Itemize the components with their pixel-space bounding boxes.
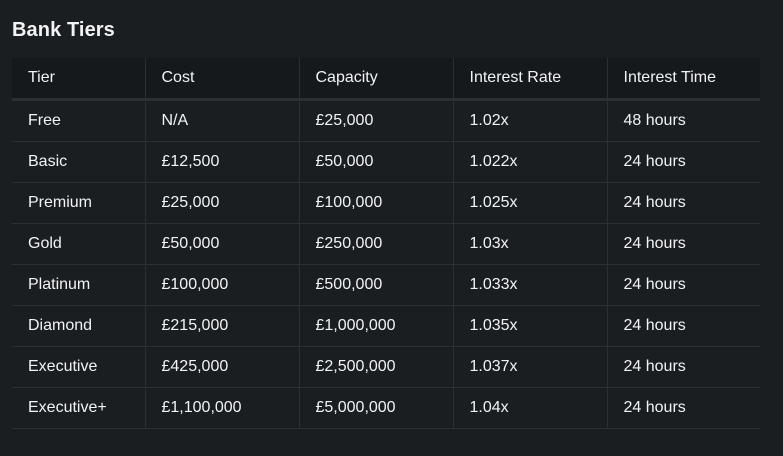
table-row: Platinum £100,000 £500,000 1.033x 24 hou…: [12, 264, 760, 306]
cell-interest-rate: 1.025x: [452, 182, 607, 224]
header-row: Tier Cost Capacity Interest Rate Interes…: [12, 58, 760, 101]
cell-interest-time: 24 hours: [606, 387, 760, 429]
header-interest-rate: Interest Rate: [452, 58, 607, 101]
cell-interest-time: 24 hours: [606, 346, 760, 388]
cell-interest-time: 24 hours: [606, 141, 760, 183]
cell-tier: Executive+: [12, 387, 145, 429]
header-capacity: Capacity: [298, 58, 453, 101]
cell-capacity: £100,000: [298, 182, 453, 224]
cell-interest-time: 24 hours: [606, 264, 760, 306]
cell-cost: N/A: [144, 99, 299, 142]
header-cost: Cost: [144, 58, 299, 101]
page-title: Bank Tiers: [12, 19, 115, 41]
cell-cost: £215,000: [144, 305, 299, 347]
cell-interest-rate: 1.02x: [452, 99, 607, 142]
table-row: Gold £50,000 £250,000 1.03x 24 hours: [12, 223, 760, 265]
table-row: Executive+ £1,100,000 £5,000,000 1.04x 2…: [12, 387, 760, 429]
cell-tier: Executive: [12, 346, 145, 388]
cell-interest-time: 24 hours: [606, 223, 760, 265]
cell-cost: £50,000: [144, 223, 299, 265]
cell-capacity: £1,000,000: [298, 305, 453, 347]
cell-tier: Gold: [12, 223, 145, 265]
cell-interest-rate: 1.022x: [452, 141, 607, 183]
table-row: Diamond £215,000 £1,000,000 1.035x 24 ho…: [12, 305, 760, 347]
cell-tier: Free: [12, 99, 145, 142]
cell-cost: £25,000: [144, 182, 299, 224]
cell-tier: Premium: [12, 182, 145, 224]
cell-tier: Platinum: [12, 264, 145, 306]
cell-interest-time: 48 hours: [606, 99, 760, 142]
cell-interest-rate: 1.035x: [452, 305, 607, 347]
cell-capacity: £250,000: [298, 223, 453, 265]
bank-tiers-table: Tier Cost Capacity Interest Rate Interes…: [12, 58, 760, 429]
cell-interest-rate: 1.03x: [452, 223, 607, 265]
cell-interest-time: 24 hours: [606, 305, 760, 347]
table-row: Premium £25,000 £100,000 1.025x 24 hours: [12, 182, 760, 224]
header-interest-time: Interest Time: [606, 58, 760, 101]
table-row: Free N/A £25,000 1.02x 48 hours: [12, 99, 760, 142]
table-row: Basic £12,500 £50,000 1.022x 24 hours: [12, 141, 760, 183]
cell-interest-rate: 1.033x: [452, 264, 607, 306]
cell-cost: £12,500: [144, 141, 299, 183]
cell-capacity: £5,000,000: [298, 387, 453, 429]
table-row: Executive £425,000 £2,500,000 1.037x 24 …: [12, 346, 760, 388]
table-body: Free N/A £25,000 1.02x 48 hours Basic £1…: [12, 99, 760, 429]
cell-cost: £425,000: [144, 346, 299, 388]
cell-interest-time: 24 hours: [606, 182, 760, 224]
cell-capacity: £50,000: [298, 141, 453, 183]
cell-cost: £100,000: [144, 264, 299, 306]
table-header: Tier Cost Capacity Interest Rate Interes…: [12, 58, 760, 101]
cell-tier: Diamond: [12, 305, 145, 347]
cell-tier: Basic: [12, 141, 145, 183]
cell-capacity: £25,000: [298, 99, 453, 142]
header-tier: Tier: [12, 58, 145, 101]
cell-interest-rate: 1.04x: [452, 387, 607, 429]
cell-cost: £1,100,000: [144, 387, 299, 429]
cell-capacity: £2,500,000: [298, 346, 453, 388]
cell-capacity: £500,000: [298, 264, 453, 306]
cell-interest-rate: 1.037x: [452, 346, 607, 388]
